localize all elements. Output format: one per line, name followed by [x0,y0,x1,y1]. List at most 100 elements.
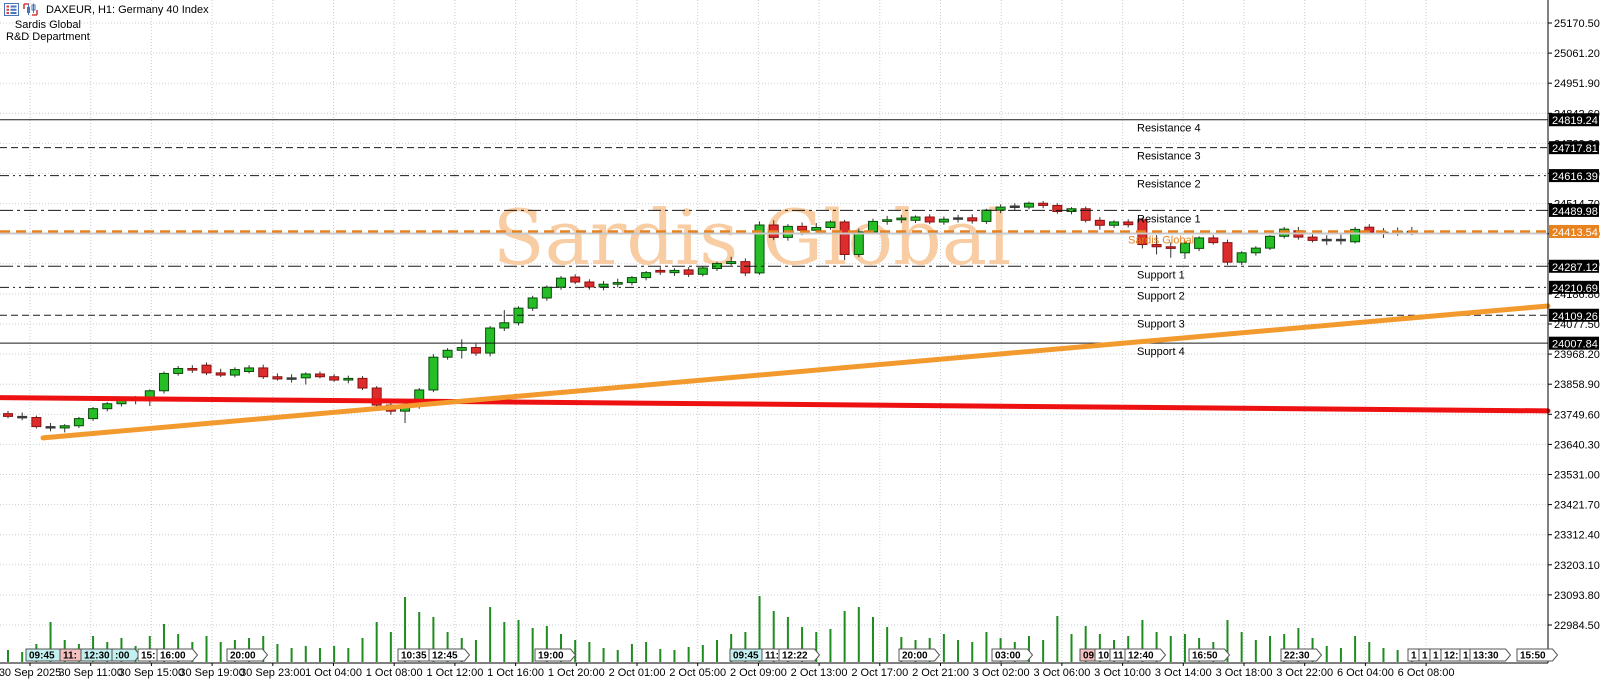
time-flag-label: 11: [765,651,779,662]
axis-resistance-3-value: 24717.81 [1552,143,1598,155]
bear-candle [1307,236,1318,241]
bear-candle [201,364,212,374]
price-tick-label: 23421.70 [1554,500,1600,512]
time-flag-label: 12:22 [782,651,808,662]
time-flag[interactable] [991,648,1034,662]
axis-resistance-4-value: 24819.24 [1552,115,1598,127]
price-tick-label: 23531.00 [1554,470,1600,482]
time-flag-label: 10:35 [401,651,427,662]
bull-candle [995,206,1006,211]
trendline-red[interactable] [0,395,1551,414]
bear-candle [17,415,28,419]
bull-candle [88,408,99,420]
bull-candle [896,217,907,221]
bear-candle [1335,238,1346,242]
level-label-support-2: Support 2 [1137,290,1185,302]
bull-candle [1109,221,1120,226]
time-flag-label: 1 [1433,651,1439,662]
brand-block: Sardis Global R&D Department [6,19,90,43]
axis-support-3-box [1549,308,1599,322]
axis-support-2-value: 24210.69 [1552,283,1598,295]
bull-candle [286,377,297,380]
time-flag-label: 15: [141,651,155,662]
bull-candle [626,277,637,284]
bull-candle [428,356,439,391]
time-tick-label: 1 Oct 20:00 [548,667,605,679]
bear-candle [1080,208,1091,221]
time-flag[interactable] [898,648,941,662]
bull-candle [1265,235,1276,249]
watermark-text: Sardis Global [493,193,1012,282]
time-tick-label: 3 Oct 22:00 [1276,667,1333,679]
time-tick-label: 2 Oct 21:00 [912,667,969,679]
axis-resistance-4-box [1549,113,1599,127]
bear-candle [740,261,751,274]
time-flag-label: 12:40 [1128,651,1154,662]
bear-candle [570,276,581,283]
bull-candle [173,367,184,374]
time-flag[interactable] [156,648,199,662]
time-flag[interactable] [1516,648,1559,662]
time-flag[interactable] [428,648,471,662]
bear-candle [470,347,481,354]
bull-candle [938,218,949,223]
time-flag[interactable] [1469,648,1512,662]
price-tick-label: 23203.10 [1554,560,1600,572]
time-tick-label: 6 Oct 04:00 [1337,667,1394,679]
bull-candle [102,403,113,410]
bear-candle [215,372,226,376]
price-tick-label: 25170.50 [1554,18,1600,30]
bear-candle [357,377,368,389]
axis-resistance-2-value: 24616.39 [1552,171,1598,183]
price-tick-label: 23749.60 [1554,409,1600,421]
time-flag-label: 16:50 [1192,651,1218,662]
time-flag[interactable] [534,648,577,662]
axis-resistance-3-box [1549,141,1599,155]
bear-candle [924,216,935,223]
time-flag[interactable] [1124,648,1167,662]
time-flag-label: 09:45 [733,651,759,662]
bear-candle [1165,246,1176,249]
level-label-support-1: Support 1 [1137,269,1185,281]
bull-candle [499,322,510,329]
axis-support-1-box [1549,259,1599,273]
bear-candle [683,269,694,275]
bear-candle [258,367,269,378]
quotes-table-icon[interactable] [4,3,19,16]
time-flag-label: 22:30 [1284,651,1310,662]
time-flag[interactable] [111,648,141,662]
bear-candle [967,217,978,222]
price-tick-label: 25061.20 [1554,48,1600,60]
time-flag-label: :00 [115,651,130,662]
bear-candle [1123,221,1134,226]
time-flag-label: 12:45 [432,651,458,662]
time-flag[interactable] [1188,648,1231,662]
price-tick-label: 23312.40 [1554,530,1600,542]
time-flag-label: 1 [1463,651,1469,662]
candlestick-chart-icon[interactable] [23,3,38,16]
time-flag[interactable] [1280,648,1323,662]
axis-resistance-2-box [1549,169,1599,183]
price-tick-label: 23858.90 [1554,379,1600,391]
bull-candle [59,425,70,429]
time-flag[interactable] [778,648,821,662]
time-tick-label: 2 Oct 01:00 [609,667,666,679]
bull-candle [442,349,453,358]
time-flag[interactable] [226,648,269,662]
time-tick-label: 30 Sep 15:00 [119,667,184,679]
bull-candle [1350,228,1361,243]
axis-current-price-box [1549,224,1599,238]
bear-candle [1052,204,1063,213]
bull-candle [456,347,467,351]
price-tick-label: 23093.80 [1554,590,1600,602]
trendline-orange[interactable] [40,303,1551,441]
time-tick-label: 30 Sep 2025 [0,667,61,679]
bull-candle [953,217,964,220]
time-flag-label: 20:00 [902,651,928,662]
symbol-title: DAXEUR, H1: Germany 40 Index [46,3,209,16]
bull-candle [1236,252,1247,263]
bull-candle [598,283,609,288]
time-tick-label: 30 Sep 19:00 [179,667,244,679]
bull-candle [73,418,84,427]
